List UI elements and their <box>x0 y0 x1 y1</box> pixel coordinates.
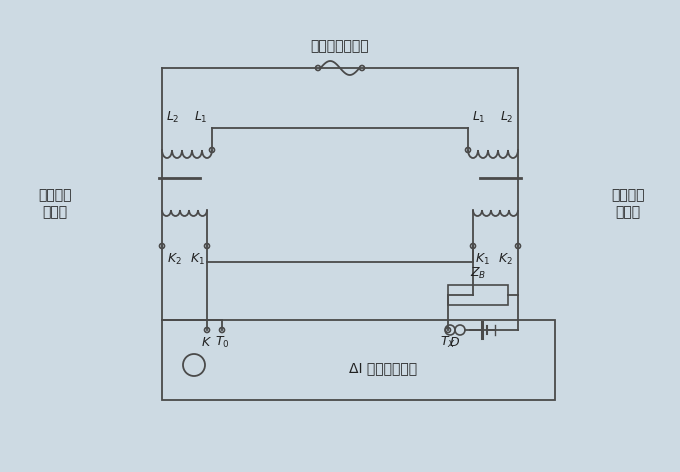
Text: 接升流器输出端: 接升流器输出端 <box>311 39 369 53</box>
Text: $T_0$: $T_0$ <box>215 335 229 350</box>
Text: 互感器: 互感器 <box>615 205 641 219</box>
Bar <box>448 285 508 305</box>
Text: 标准电流: 标准电流 <box>38 188 72 202</box>
Text: $K_2$: $K_2$ <box>167 252 182 267</box>
Text: $K$: $K$ <box>201 336 213 348</box>
Text: ΔI 误差测量装置: ΔI 误差测量装置 <box>350 361 418 375</box>
Text: $D$: $D$ <box>449 337 460 349</box>
Text: $T_X$: $T_X$ <box>440 335 456 350</box>
Text: $L_2$: $L_2$ <box>166 110 180 125</box>
Text: $L_1$: $L_1$ <box>194 110 208 125</box>
Text: 被检电流: 被检电流 <box>611 188 645 202</box>
Text: $K_1$: $K_1$ <box>190 252 205 267</box>
Text: 互感器: 互感器 <box>42 205 67 219</box>
Bar <box>162 320 555 400</box>
Text: $K_2$: $K_2$ <box>498 252 513 267</box>
Text: $K_1$: $K_1$ <box>475 252 490 267</box>
Text: $L_1$: $L_1$ <box>472 110 486 125</box>
Text: $L_2$: $L_2$ <box>500 110 514 125</box>
Text: $Z_B$: $Z_B$ <box>470 266 486 281</box>
